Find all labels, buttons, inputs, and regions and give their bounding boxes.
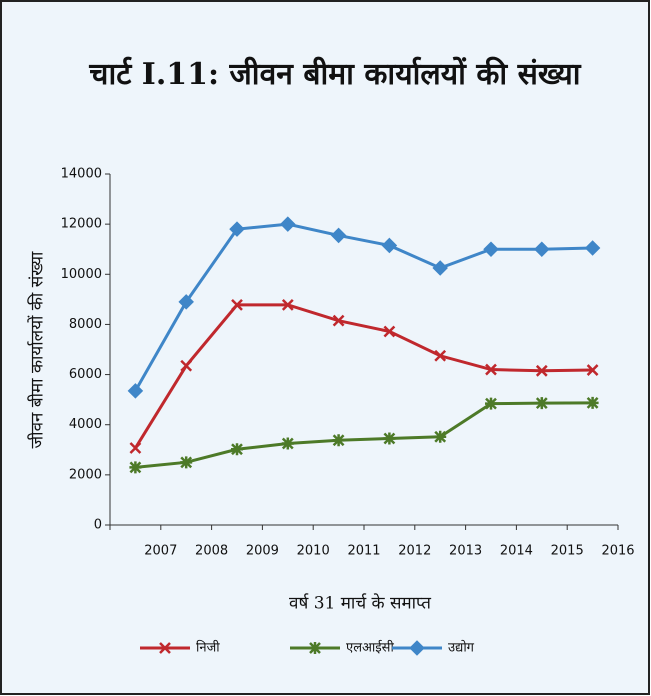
marker	[584, 240, 601, 256]
marker	[180, 359, 193, 372]
marker	[535, 397, 548, 410]
marker	[180, 456, 193, 469]
marker	[231, 443, 243, 456]
marker	[483, 241, 499, 257]
marker	[586, 364, 599, 376]
x-tick-label: 2012	[398, 544, 431, 559]
y-tick-label: 14000	[61, 167, 102, 182]
marker	[383, 325, 396, 338]
marker	[534, 241, 550, 257]
marker	[281, 437, 294, 450]
x-tick-label: 2014	[500, 544, 533, 559]
y-axis-label: जीवन बीमा कार्यालयों की संख्या	[27, 251, 48, 448]
series-line	[134, 222, 593, 392]
marker	[330, 227, 347, 244]
legend-label: निजी	[196, 640, 220, 656]
y-tick-label: 6000	[69, 367, 102, 382]
x-tick-label: 2016	[601, 544, 634, 559]
y-tick-label: 12000	[61, 217, 102, 232]
x-tick-label: 2015	[551, 544, 584, 559]
legend-label: एलआईसी	[346, 640, 394, 656]
marker	[586, 396, 599, 409]
marker	[127, 383, 144, 399]
marker	[535, 364, 548, 377]
marker	[485, 397, 497, 410]
marker	[381, 237, 398, 254]
x-tick-label: 2008	[195, 544, 228, 559]
y-tick-label: 0	[94, 518, 102, 533]
series-line	[134, 303, 593, 449]
x-axis-label: वर्ष 31 मार्च के समाप्त	[289, 593, 431, 614]
x-tick-label: 2010	[297, 544, 330, 559]
legend-label: उद्योग	[448, 640, 475, 656]
marker	[229, 221, 245, 237]
marker	[332, 314, 345, 327]
x-tick-label: 2009	[246, 544, 279, 559]
marker	[332, 434, 345, 447]
marker	[129, 442, 142, 454]
chart-title: चार्ट I.11: जीवन बीमा कार्यालयों की संख्…	[88, 56, 581, 92]
x-tick-label: 2013	[449, 544, 482, 559]
marker	[129, 461, 142, 474]
marker	[434, 430, 447, 443]
marker	[383, 432, 396, 445]
y-tick-label: 4000	[69, 417, 102, 432]
marker	[281, 298, 294, 311]
marker	[434, 349, 447, 362]
y-tick-label: 8000	[69, 317, 102, 332]
y-tick-label: 2000	[69, 467, 102, 482]
marker	[309, 642, 321, 654]
marker	[178, 294, 194, 310]
x-tick-label: 2007	[144, 544, 177, 559]
marker	[485, 363, 497, 376]
series-line	[135, 401, 593, 469]
marker	[409, 640, 425, 656]
marker	[159, 642, 171, 654]
marker	[432, 260, 448, 276]
x-tick-label: 2011	[347, 544, 380, 559]
y-tick-label: 10000	[61, 267, 102, 282]
marker	[280, 216, 296, 232]
marker	[231, 298, 243, 311]
